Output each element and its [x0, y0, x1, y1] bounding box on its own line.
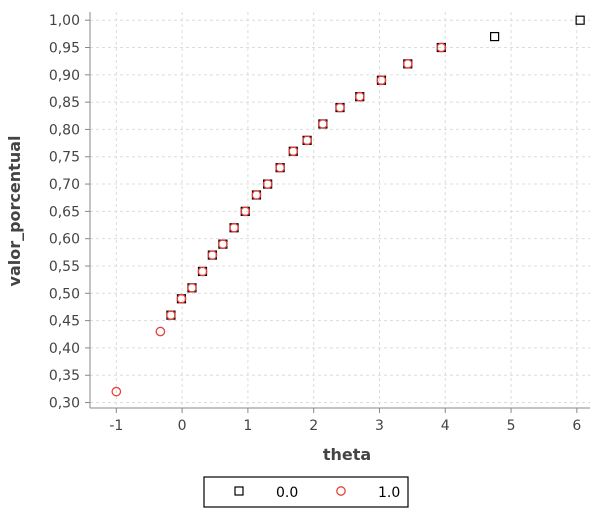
y-tick-label: 0,35	[49, 368, 80, 384]
data-point-circle	[111, 386, 122, 397]
data-point-circle	[240, 206, 251, 217]
data-point-circle	[155, 326, 166, 337]
data-point-circle	[229, 222, 239, 233]
y-tick-label: 0,45	[49, 314, 80, 330]
data-point-circle	[318, 119, 328, 129]
y-tick-label: 0,55	[49, 259, 80, 275]
y-tick-label: 0,75	[49, 150, 80, 166]
data-point-circle	[207, 250, 218, 260]
data-points	[111, 15, 585, 397]
x-axis-title: theta	[323, 445, 371, 464]
legend-marker-circle	[336, 486, 346, 496]
data-point-circle	[197, 266, 208, 277]
x-tick-label: 5	[507, 418, 516, 434]
y-tick-label: 0,90	[49, 68, 80, 84]
data-point-circle	[288, 146, 299, 157]
data-point-circle	[166, 310, 176, 320]
axis-labels: theta valor_porcentual	[5, 136, 371, 464]
data-point-square	[575, 15, 585, 25]
data-point-circle	[218, 239, 228, 249]
y-tick-label: 0,65	[49, 204, 80, 220]
y-tick-label: 0,85	[49, 95, 80, 111]
x-tick-label: -1	[109, 418, 123, 434]
y-tick-label: 0,95	[49, 41, 80, 57]
data-point-circle	[302, 135, 312, 146]
x-tick-label: 3	[375, 418, 384, 434]
data-point-circle	[251, 190, 262, 200]
y-tick-label: 0,60	[49, 232, 80, 248]
x-tick-label: 0	[178, 418, 187, 434]
data-point-circle	[275, 162, 285, 173]
legend-box	[203, 476, 409, 508]
y-tick-label: 1,00	[49, 13, 80, 29]
data-point-circle	[262, 179, 273, 189]
x-tick-label: 1	[243, 418, 252, 434]
grid	[90, 12, 590, 408]
data-point-circle	[354, 91, 365, 102]
axes: -1 0 1 2 3 4 5 6 0,30 0,35 0,40 0,45 0,50 0,55 0,60 0,6…	[49, 12, 590, 434]
legend-label-series-1: 1.0	[378, 485, 400, 501]
data-point-square	[490, 31, 500, 42]
data-point-circle	[176, 293, 187, 304]
x-tick-label: 4	[441, 418, 450, 434]
legend-marker-square	[234, 486, 244, 496]
data-point-circle	[436, 42, 447, 53]
y-axis-title: valor_porcentual	[5, 136, 24, 287]
y-tick-label: 0,50	[49, 286, 80, 302]
data-point-circle	[402, 59, 413, 69]
y-tick-label: 0,80	[49, 122, 80, 138]
legend: 0.0 1.0	[203, 476, 409, 508]
x-tick-label: 2	[309, 418, 318, 434]
legend-label-series-0: 0.0	[276, 485, 298, 501]
data-point-circle	[376, 75, 387, 86]
y-tick-label: 0,40	[49, 341, 80, 357]
data-point-circle	[187, 282, 197, 293]
y-tick-label: 0,30	[49, 396, 80, 412]
data-point-circle	[335, 102, 345, 113]
y-tick-label: 0,70	[49, 177, 80, 193]
x-tick-label: 6	[572, 418, 581, 434]
